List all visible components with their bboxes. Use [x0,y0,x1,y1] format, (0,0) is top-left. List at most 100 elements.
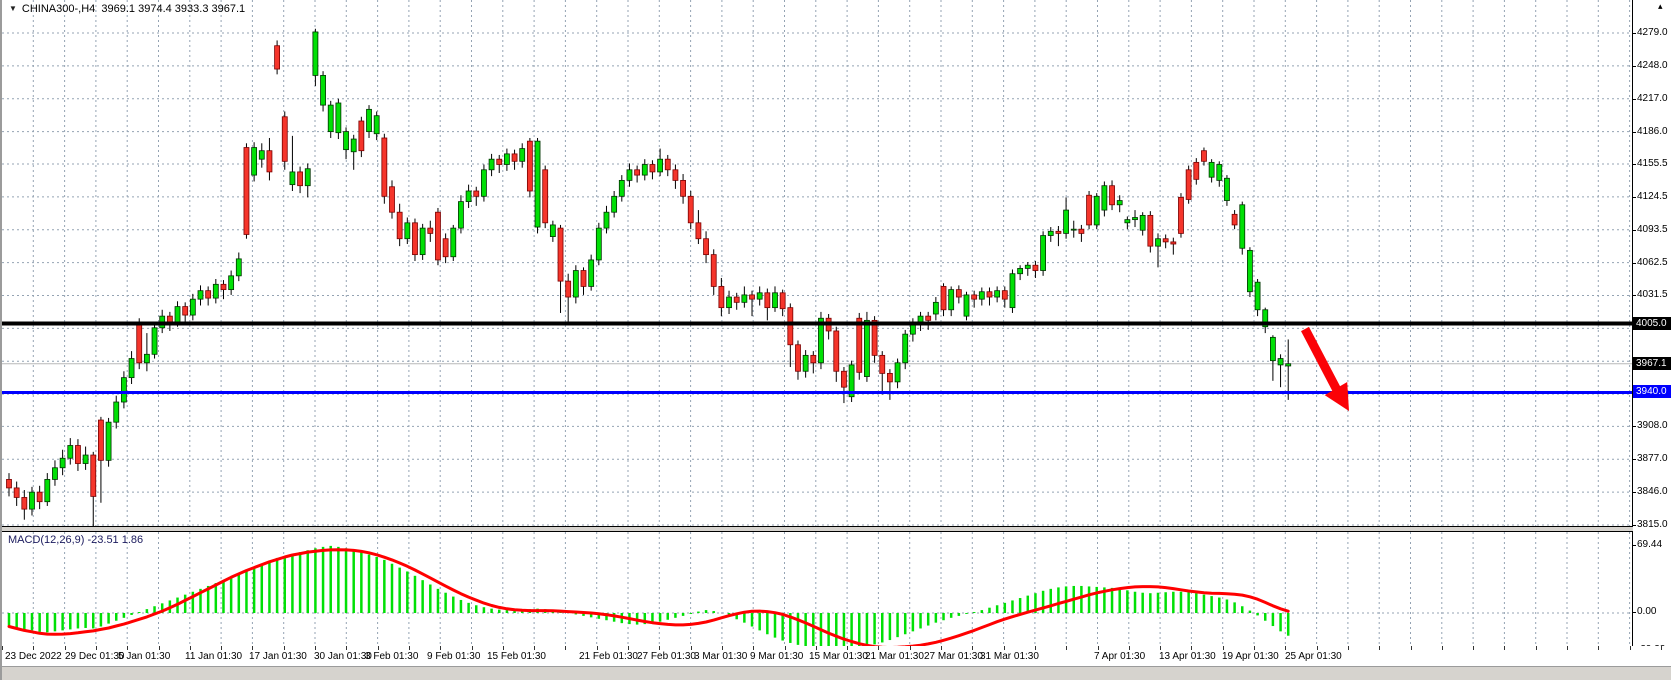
time-axis-tick [1003,646,1005,650]
candlestick [458,201,464,229]
candlestick [358,120,365,152]
time-axis-tick [1285,646,1287,650]
price-axis-label: 4155.5 [1632,157,1668,169]
price-axis-label: 3908.0 [1632,420,1668,432]
candlestick [894,362,901,383]
candlestick [312,31,319,76]
time-axis-label: 23 Dec 2022 [5,651,62,662]
arrow-shaft[interactable] [1301,326,1342,395]
candlestick [1285,363,1292,367]
time-axis-label: 29 Dec 01:30 [65,651,125,662]
candlestick [442,238,449,258]
candlestick [779,292,786,310]
time-axis-tick [440,646,442,650]
time-axis-tick [596,646,598,650]
chart-title: ▼ CHINA300-,H4 3969.1 3974.4 3933.3 3967.… [9,3,245,15]
candlestick [1070,228,1077,231]
chart-title-ohlc: 3969.1 3974.4 3933.3 3967.1 [101,3,246,15]
candlestick [1086,194,1092,226]
candlestick [526,140,533,192]
time-axis-tick [283,646,285,650]
price-chart-panel[interactable] [2,0,1633,527]
price-axis-label: 4093.5 [1632,223,1668,235]
candlestick [963,294,970,317]
candlestick [29,491,35,510]
time-axis-tick [1034,646,1036,650]
candlestick [856,317,863,373]
candlestick [197,290,204,300]
candlestick [549,224,556,237]
time-axis-tick [1504,646,1506,650]
chart-dropdown-icon[interactable]: ▼ [9,4,17,13]
time-axis[interactable]: 23 Dec 2022 29 Dec 01:30 5 Jan 01:30 11 Jan… [2,646,1671,666]
candlestick [680,179,686,197]
time-axis-tick [95,646,97,650]
candlestick [1116,200,1123,206]
candlestick [1277,358,1284,366]
price-axis[interactable]: 4279.0 4248.0 4217.0 4186.0 4155.5 4124.5 4093… [1631,0,1671,655]
macd-panel[interactable] [2,531,1633,647]
candlestick [1017,268,1024,275]
candlestick [657,158,663,173]
candlestick [542,169,549,224]
time-axis-label: 31 Mar 01:30 [980,651,1039,662]
candlestick [902,333,909,364]
price-axis-label: 4062.5 [1632,256,1668,268]
candlestick [1032,264,1039,271]
candlestick [327,104,334,133]
window-bottom-strip [2,666,1671,680]
candlestick [166,315,173,323]
time-axis-label: 30 Jan 01:30 [314,651,372,662]
time-axis-tick [1473,646,1475,650]
candlestick [59,457,66,469]
candlestick [1078,228,1085,234]
time-axis-label: 7 Apr 01:30 [1094,651,1146,662]
time-axis-tick [565,646,567,650]
time-axis-tick [847,646,849,650]
candlestick [304,168,311,187]
time-axis-label: 11 Jan 01:30 [185,651,243,662]
time-axis-tick [784,646,786,650]
candlestick [21,497,28,510]
price-axis-label: 4186.0 [1632,125,1668,137]
price-badge-3940.0: 3940.0 [1633,385,1671,399]
candlestick [128,358,135,379]
candlestick [419,227,426,256]
candlestick [266,150,273,173]
time-axis-tick [471,646,473,650]
panel-splitter[interactable] [2,527,1671,531]
candlestick [366,108,372,133]
candlestick [220,283,227,291]
price-badge-4005.0: 4005.0 [1633,316,1671,330]
candlestick [986,291,993,298]
candlestick [52,467,58,480]
candlestick [1231,213,1238,226]
candlestick [787,307,794,346]
candlestick [557,227,564,282]
candlestick [887,372,893,383]
candlestick [212,283,219,299]
candlestick [274,45,281,70]
price-axis-label: 3815.0 [1632,519,1668,531]
candlestick [281,116,288,162]
candlestick [381,137,388,197]
candlestick [1009,273,1016,309]
candlestick [703,238,709,256]
candlestick [1185,169,1192,200]
time-axis-tick [1097,646,1099,650]
time-axis-tick [815,646,817,650]
candlestick [121,377,127,403]
candlestick [67,445,74,459]
candlestick [1139,214,1146,231]
time-axis-tick [1379,646,1381,650]
macd-value: -23.51 [87,534,119,546]
scale-corner-icon[interactable]: ▴ [1658,1,1663,11]
candlestick [695,222,702,240]
time-axis-tick [408,646,410,650]
price-axis-label: 4248.0 [1632,59,1668,71]
candlestick [1109,185,1115,206]
arrow-head[interactable] [1324,382,1349,411]
candlestick [151,327,158,355]
time-axis-label: 3 Feb 01:30 [365,651,419,662]
time-axis-tick [377,646,379,650]
